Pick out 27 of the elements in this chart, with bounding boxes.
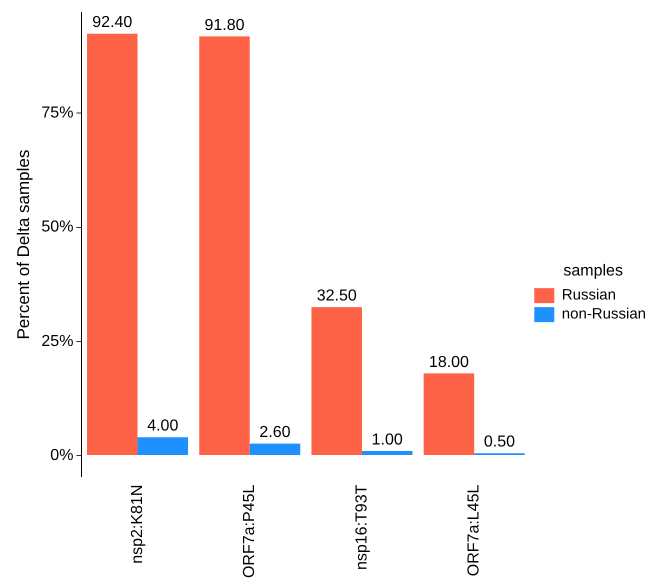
legend-label: Russian — [562, 286, 616, 304]
x-tick-label: ORF7a:L45L — [466, 484, 483, 576]
y-tick-label: 0% — [50, 446, 74, 464]
data-label: 91.80 — [204, 16, 245, 34]
y-tick-label: 25% — [41, 332, 74, 350]
data-label: 92.40 — [92, 14, 132, 32]
data-label: 32.50 — [316, 288, 357, 305]
bar — [199, 36, 250, 456]
data-label: 2.60 — [259, 424, 291, 442]
bar — [362, 450, 412, 456]
data-label: 0.50 — [484, 434, 516, 451]
y-axis-title: Percent of Delta samples — [14, 150, 33, 340]
x-tick-label: nsp2:K81N — [128, 484, 146, 564]
x-tick-label: ORF7a:P45L — [241, 484, 258, 578]
bar — [138, 437, 188, 456]
bar — [250, 444, 300, 456]
y-tick-label: 75% — [41, 104, 74, 122]
bar — [424, 373, 474, 456]
x-tick-label: nsp16:T93T — [353, 484, 370, 570]
bar — [87, 34, 138, 456]
bar — [311, 307, 362, 456]
y-tick-label: 50% — [41, 218, 74, 236]
data-label: 18.00 — [428, 354, 470, 371]
legend-title: samples — [563, 262, 623, 280]
data-label: 4.00 — [147, 418, 178, 435]
data-label: 1.00 — [372, 431, 403, 448]
legend-label: non-Russian — [562, 306, 646, 323]
